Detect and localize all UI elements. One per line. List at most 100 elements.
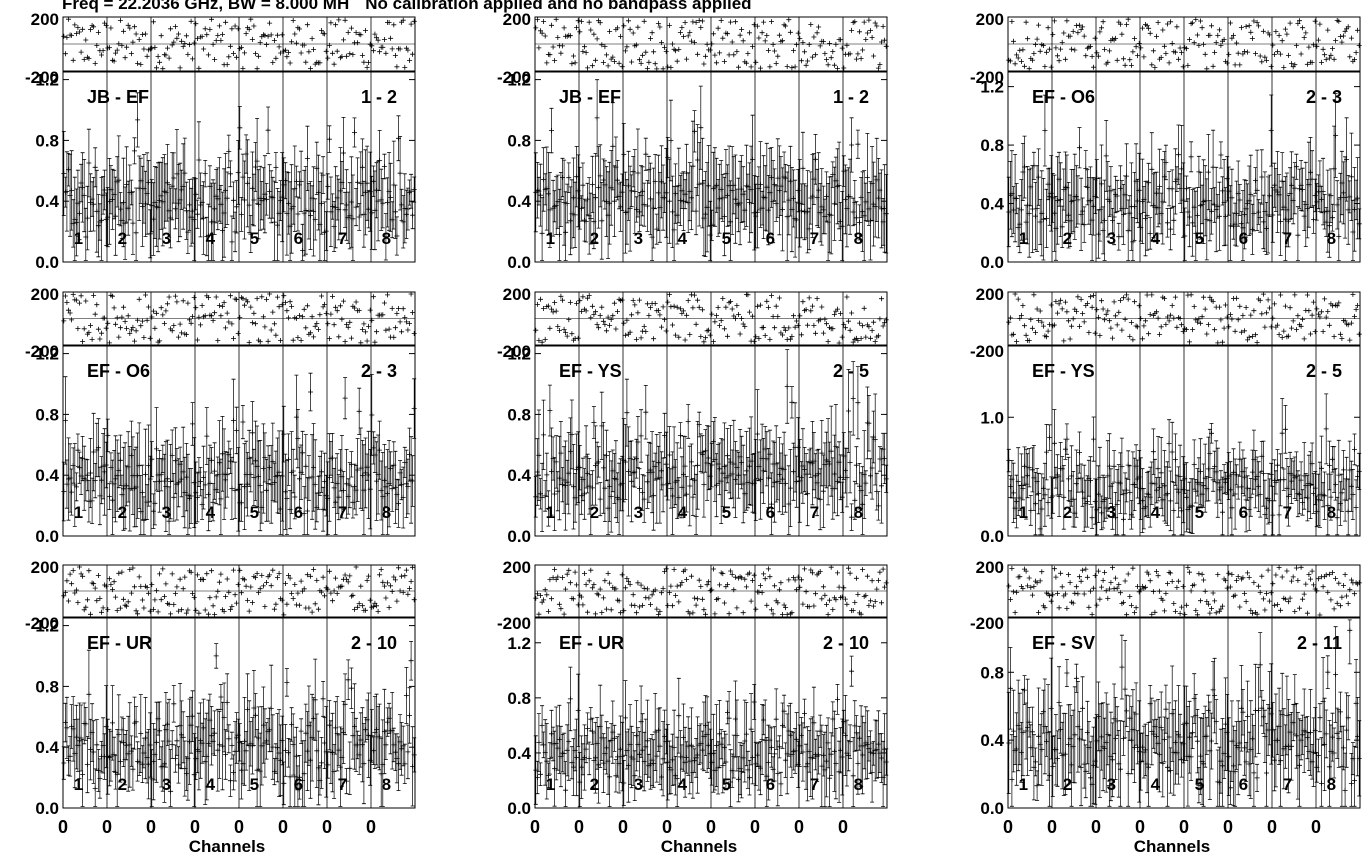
- amplitude-tick-label: 0.8: [507, 405, 531, 424]
- subband-label: 2: [1063, 503, 1072, 522]
- x-tick-label: 0: [1135, 817, 1145, 837]
- amplitude-tick-label: 1.2: [980, 78, 1004, 97]
- amplitude-tick-label: 1.2: [35, 617, 59, 636]
- antenna-pair-label: 1 - 2: [361, 87, 397, 107]
- amplitude-subplot: 0.0 0.4 0.8 EF - SV 2 - 11 1 2 3 4 5 6 7 8: [980, 617, 1362, 818]
- amplitude-tick-label: 0.0: [507, 799, 531, 818]
- phase-subplot: 200 -200: [25, 558, 417, 633]
- x-tick-label: 0: [794, 817, 804, 837]
- amplitude-points: [1006, 619, 1362, 807]
- x-tick-label: 0: [530, 817, 540, 837]
- amplitude-tick-label: 0.0: [507, 253, 531, 272]
- subband-label: 8: [382, 503, 391, 522]
- subband-label: 6: [294, 229, 303, 248]
- phase-tick-label: -200: [497, 342, 531, 361]
- x-tick-label: 0: [234, 817, 244, 837]
- baseline-label: EF - UR: [559, 633, 624, 653]
- subband-label: 4: [1151, 229, 1161, 248]
- amplitude-subplot: 0.0 0.4 0.8 1.2 JB - EF 1 - 2 1 2 3 4 5 6 7 8: [35, 71, 417, 272]
- phase-points: [1006, 291, 1362, 346]
- subband-label: 2: [118, 229, 127, 248]
- amplitude-tick-label: 0.4: [507, 466, 531, 485]
- x-tick-label: 0: [190, 817, 200, 837]
- subband-label: 1: [1019, 229, 1028, 248]
- antenna-pair-label: 2 - 10: [823, 633, 869, 653]
- x-tick-label: 0: [1003, 817, 1013, 837]
- subband-label: 6: [1239, 229, 1248, 248]
- phase-points: [61, 16, 417, 72]
- amplitude-tick-label: 0.4: [35, 738, 59, 757]
- phase-tick-label: 200: [503, 558, 531, 577]
- subband-label: 3: [1107, 229, 1116, 248]
- amplitude-subplot: 0.0 0.4 0.8 1.2 EF - UR 2 - 10 1 2 3 4 5 6 7 8: [35, 617, 417, 818]
- subband-label: 3: [1107, 775, 1116, 794]
- subband-label: 7: [810, 775, 819, 794]
- calibration-label: No calibration applied and no bandpass a…: [365, 0, 752, 13]
- subband-label: 8: [854, 775, 863, 794]
- amplitude-tick-label: 0.0: [35, 253, 59, 272]
- antenna-pair-label: 2 - 3: [361, 361, 397, 381]
- amplitude-tick-label: 1.2: [35, 71, 59, 90]
- phase-subplot: 200 -200: [970, 10, 1362, 87]
- phase-points: [61, 291, 417, 346]
- amplitude-subplot: 0.0 0.4 0.8 1.2 EF - O6 2 - 3 1 2 3 4 5 6 7 8: [980, 71, 1362, 272]
- phase-tick-label: 200: [976, 558, 1004, 577]
- subband-label: 5: [250, 229, 259, 248]
- panel-ef-ys-4: 200 -200 0.0 0.4 0.8 1.2 EF - YS 2 - 5 1 2 3 4 5 6 7 8: [497, 285, 889, 546]
- panel-ef-ur-6: 200 -200 0.0 0.4 0.8 1.2 EF - UR 2 - 10 1 2 3 4 5 6 7 8…: [25, 558, 417, 856]
- subband-label: 5: [250, 775, 259, 794]
- subband-label: 7: [1283, 229, 1292, 248]
- panel-ef-ur-7: 200 -200 0.0 0.4 0.8 1.2 EF - UR 2 - 10 1 2 3 4 5 6 7 8…: [497, 558, 889, 856]
- phase-points: [61, 564, 417, 618]
- x-tick-label: 0: [322, 817, 332, 837]
- subband-label: 2: [118, 775, 127, 794]
- amplitude-points: [61, 92, 417, 261]
- baseline-label: EF - YS: [1032, 361, 1095, 381]
- subband-label: 7: [810, 503, 819, 522]
- subband-label: 3: [1107, 503, 1116, 522]
- subband-label: 5: [1195, 229, 1204, 248]
- x-tick-label: 0: [58, 817, 68, 837]
- phase-tick-label: 200: [31, 558, 59, 577]
- subband-label: 8: [1327, 503, 1336, 522]
- amplitude-tick-label: 0.8: [980, 663, 1004, 682]
- x-tick-label: 0: [278, 817, 288, 837]
- subband-label: 3: [162, 229, 171, 248]
- amplitude-points: [533, 349, 889, 535]
- subband-label: 7: [1283, 503, 1292, 522]
- subband-label: 7: [338, 503, 347, 522]
- subband-label: 4: [678, 775, 688, 794]
- frequency-label: Freq = 22.2036 GHz, BW = 8.000 MH: [62, 0, 350, 13]
- amplitude-points: [1006, 393, 1362, 536]
- subband-label: 4: [1151, 503, 1161, 522]
- subband-label: 4: [678, 229, 688, 248]
- amplitude-subplot: 0.0 0.4 0.8 1.2 EF - YS 2 - 5 1 2 3 4 5 6 7 8: [507, 345, 889, 546]
- x-axis-title: Channels: [1134, 837, 1211, 856]
- phase-subplot: 200 -200: [497, 10, 889, 87]
- x-tick-label: 0: [366, 817, 376, 837]
- amplitude-tick-label: 1.2: [507, 634, 531, 653]
- baseline-label: EF - O6: [1032, 87, 1095, 107]
- phase-tick-label: -200: [497, 68, 531, 87]
- panel-ef-o6-2: 200 -200 0.0 0.4 0.8 1.2 EF - O6 2 - 3 1 2 3 4 5 6 7 8: [970, 10, 1362, 272]
- subband-label: 5: [1195, 775, 1204, 794]
- amplitude-subplot: 0.0 0.4 0.8 1.2 EF - O6 2 - 3 1 2 3 4 5 6 7 8: [35, 345, 417, 546]
- amplitude-tick-label: 0.8: [35, 131, 59, 150]
- phase-points: [533, 16, 889, 72]
- antenna-pair-label: 2 - 11: [1297, 633, 1342, 653]
- amplitude-points: [1006, 93, 1362, 261]
- subband-label: 6: [766, 229, 775, 248]
- phase-tick-label: 200: [503, 10, 531, 29]
- phase-tick-label: 200: [976, 285, 1004, 304]
- phase-subplot: 200 -200: [970, 558, 1362, 633]
- subband-label: 8: [382, 775, 391, 794]
- amplitude-points: [61, 641, 417, 807]
- amplitude-tick-label: 0.4: [507, 744, 531, 763]
- subband-label: 1: [74, 503, 83, 522]
- subband-label: 2: [590, 229, 599, 248]
- phase-tick-label: 200: [31, 10, 59, 29]
- baseline-label: EF - O6: [87, 361, 150, 381]
- subband-label: 5: [722, 775, 731, 794]
- amplitude-tick-label: 1.2: [507, 345, 531, 364]
